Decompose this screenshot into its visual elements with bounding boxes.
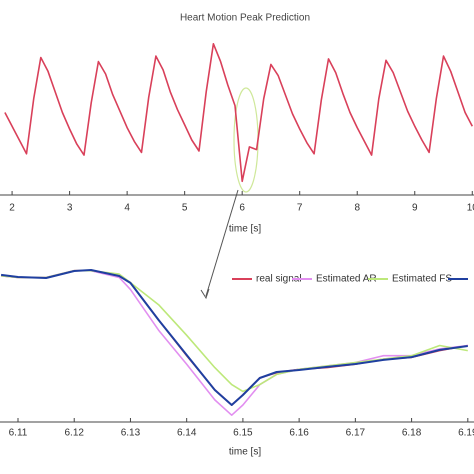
x-tick-label: 7 — [297, 203, 303, 214]
x-tick-label: 6.17 — [346, 428, 366, 439]
x-tick-label: 6.11 — [9, 428, 28, 439]
x-tick-label: 6.15 — [233, 428, 253, 439]
x-tick-label: 10 — [467, 203, 474, 214]
chart-title: Heart Motion Peak Prediction — [180, 13, 310, 24]
legend: real signal Estimated AR Estimated FS — [224, 266, 474, 292]
x-axis-label: time [s] — [229, 447, 261, 458]
x-tick-label: 4 — [124, 203, 130, 214]
x-tick-label: 6.19 — [458, 428, 474, 439]
series-line — [1, 269, 468, 416]
x-tick-label: 6 — [239, 203, 245, 214]
x-tick-label: 2 — [9, 203, 15, 214]
x-tick-label: 5 — [182, 203, 188, 214]
x-tick-label: 6.13 — [121, 428, 141, 439]
legend-label: real signal — [256, 274, 302, 285]
x-tick-label: 8 — [354, 203, 360, 214]
x-tick-label: 3 — [67, 203, 73, 214]
arrow-head — [200, 288, 210, 300]
x-tick-label: 6.12 — [64, 428, 84, 439]
x-tick-label: 9 — [412, 203, 418, 214]
series-line — [4, 43, 474, 183]
x-tick-label: 6.14 — [177, 428, 197, 439]
legend-box — [224, 266, 474, 292]
x-tick-label: 6.18 — [402, 428, 422, 439]
legend-label: Estimated AR — [316, 274, 377, 285]
x-tick-label: 6.16 — [289, 428, 309, 439]
x-axis-label: time [s] — [229, 224, 261, 235]
zoom-arrow — [205, 189, 239, 297]
legend-label: Estimated FS — [392, 274, 452, 285]
series-line — [0, 269, 468, 406]
